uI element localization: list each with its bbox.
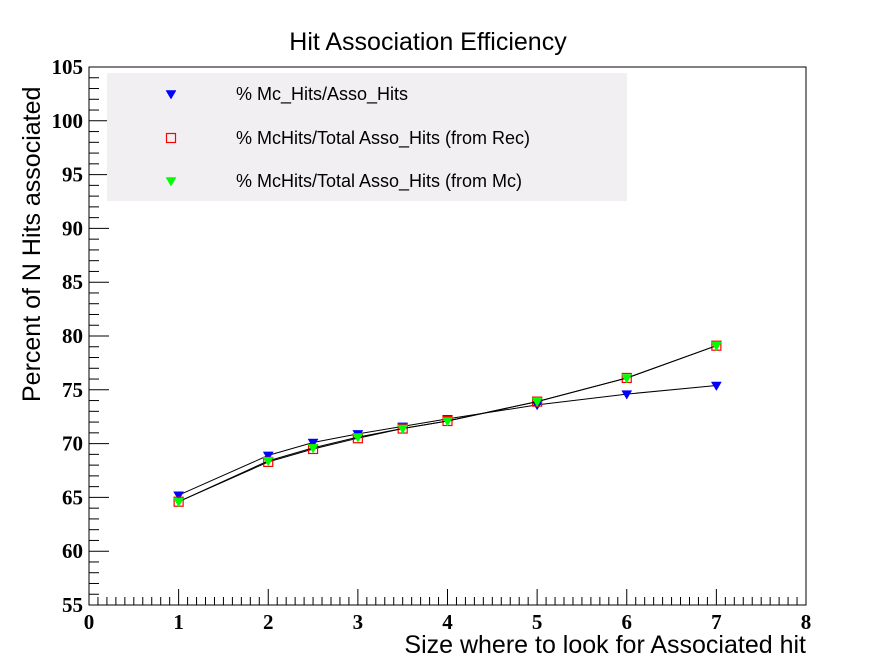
- y-axis: 55 60 65 70 75 80 85 90 95 100 105: [52, 55, 109, 617]
- legend-box: [107, 73, 627, 201]
- y-tick-label: 95: [62, 163, 83, 187]
- x-axis-label: Size where to look for Associated hit: [404, 631, 806, 659]
- y-tick-label: 85: [62, 270, 83, 294]
- chart-title: Hit Association Efficiency: [289, 28, 567, 56]
- legend-label: % Mc_Hits/Asso_Hits: [236, 84, 408, 105]
- y-tick-label: 70: [62, 432, 83, 456]
- data-point: [710, 381, 722, 391]
- x-tick-label: 2: [263, 610, 274, 634]
- legend-marker: [165, 90, 177, 100]
- series-layer: [173, 340, 722, 508]
- y-tick-label: 100: [52, 109, 84, 133]
- y-tick-label: 65: [62, 485, 83, 509]
- data-point: [173, 491, 185, 501]
- legend-marker: [165, 132, 177, 144]
- legend-label: % McHits/Total Asso_Hits (from Mc): [236, 171, 522, 192]
- data-point: [442, 417, 453, 427]
- data-point: [262, 451, 274, 461]
- x-tick-label: 5: [532, 610, 543, 634]
- y-tick-label: 60: [62, 539, 83, 563]
- x-tick-label: 3: [353, 610, 364, 634]
- legend-marker: [165, 177, 177, 187]
- data-point: [531, 397, 543, 408]
- data-point: [397, 424, 409, 435]
- data-point: [173, 497, 185, 508]
- data-point: [710, 341, 722, 352]
- y-axis-label: Percent of N Hits associated: [18, 87, 46, 402]
- data-point: [262, 457, 274, 467]
- y-tick-label: 75: [62, 378, 83, 402]
- data-point: [621, 390, 633, 400]
- x-tick-label: 7: [711, 610, 722, 634]
- data-point: [307, 444, 319, 454]
- x-tick-label: 1: [173, 610, 184, 634]
- legend-label: % McHits/Total Asso_Hits (from Rec): [236, 128, 530, 149]
- x-axis: 0 1 2 3 4 5 6 7 8: [84, 589, 812, 634]
- y-tick-label: 55: [62, 593, 83, 617]
- y-tick-label: 80: [62, 324, 83, 348]
- x-tick-label: 6: [622, 610, 633, 634]
- series-mchits-total-from-mc: [173, 341, 722, 508]
- y-tick-label: 90: [62, 216, 83, 240]
- x-tick-label: 8: [801, 610, 812, 634]
- y-tick-label: 105: [52, 55, 84, 79]
- x-tick-label: 0: [84, 610, 95, 634]
- data-point: [307, 438, 319, 449]
- legend: % Mc_Hits/Asso_Hits % McHits/Total Asso_H…: [107, 73, 627, 201]
- data-point: [352, 433, 364, 443]
- x-tick-label: 4: [442, 610, 453, 634]
- data-point: [621, 374, 633, 384]
